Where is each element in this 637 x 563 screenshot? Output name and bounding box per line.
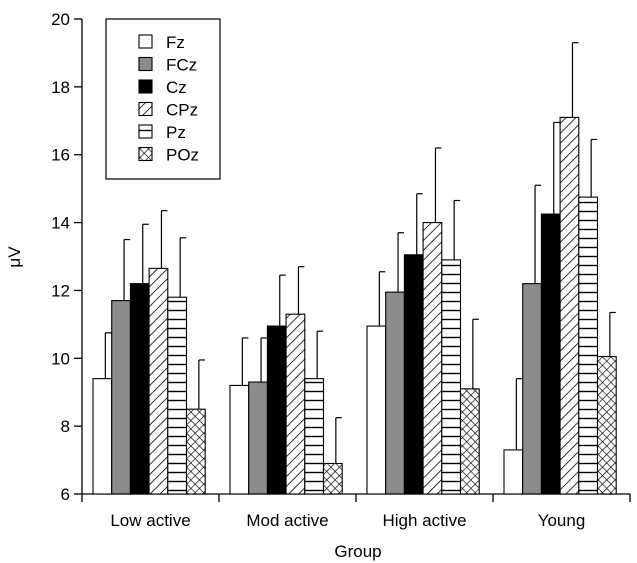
y-axis-title: μV — [5, 246, 24, 268]
bar-fcz-low-active — [111, 300, 131, 495]
bar-poz-low-active — [185, 408, 206, 495]
legend-swatch-pz — [138, 124, 153, 139]
legend-label-fz: Fz — [166, 33, 185, 52]
bar-poz-mod-active — [322, 462, 343, 495]
legend-box — [105, 18, 221, 180]
legend-swatch-cpz — [138, 101, 153, 117]
bar-cpz-low-active — [148, 267, 169, 495]
legend-label-cz: Cz — [166, 78, 187, 97]
x-tick-label-young: Young — [538, 511, 586, 530]
y-tick-label-18: 18 — [51, 78, 70, 97]
x-tick-label-low-active: Low active — [110, 511, 190, 530]
bar-cz-mod-active — [266, 325, 287, 495]
y-tick-label-20: 20 — [51, 10, 70, 29]
legend: Fz FCz Cz CPz Pz POz — [105, 18, 221, 180]
bar-cz-young — [540, 213, 561, 495]
bar-fz-young — [503, 449, 524, 495]
legend-swatch-fz — [138, 34, 153, 49]
bar-cz-high-active — [403, 254, 424, 495]
bar-cpz-high-active — [422, 222, 443, 495]
legend-swatch-fcz — [138, 56, 153, 72]
bar-pz-young — [578, 196, 599, 495]
legend-label-fcz: FCz — [166, 56, 197, 75]
bar-cpz-mod-active — [285, 313, 306, 495]
legend-label-pz: Pz — [166, 123, 186, 142]
y-tick-label-8: 8 — [61, 417, 70, 436]
y-tick-label-14: 14 — [51, 214, 70, 233]
bar-fz-low-active — [92, 378, 113, 495]
legend-swatch-cz — [138, 79, 153, 94]
bar-fz-high-active — [366, 325, 387, 495]
bar-poz-young — [596, 356, 617, 495]
y-tick-label-12: 12 — [51, 281, 70, 300]
y-tick-label-6: 6 — [61, 485, 70, 504]
bar-fz-mod-active — [229, 384, 250, 495]
bar-pz-low-active — [167, 296, 188, 495]
x-tick-label-mod-active: Mod active — [246, 511, 328, 530]
legend-swatch-poz — [138, 146, 153, 162]
bar-pz-high-active — [441, 259, 462, 495]
x-tick-label-high-active: High active — [382, 511, 466, 530]
bar-fcz-young — [522, 283, 542, 495]
bar-pz-mod-active — [304, 378, 325, 495]
legend-label-cpz: CPz — [166, 101, 198, 120]
bar-cpz-young — [559, 116, 580, 495]
x-axis-title: Group — [334, 542, 381, 561]
bar-fcz-high-active — [385, 291, 405, 495]
bar-cz-low-active — [129, 283, 150, 495]
bar-fcz-mod-active — [248, 381, 268, 495]
plot-area: 6 8 10 12 14 16 18 20 Low active Mod active High a… — [51, 10, 631, 530]
bar-poz-high-active — [459, 388, 480, 495]
y-tick-label-10: 10 — [51, 349, 70, 368]
legend-label-poz: POz — [166, 146, 199, 165]
y-tick-label-16: 16 — [51, 146, 70, 165]
